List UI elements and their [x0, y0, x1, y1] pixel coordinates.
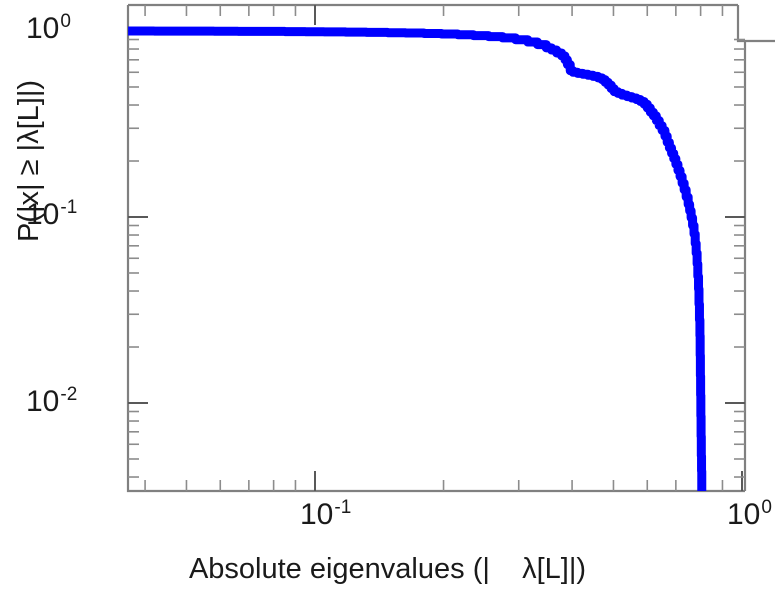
axis-frame — [126, 3, 775, 493]
ytick-label-1e-2: 10-2 — [26, 384, 78, 418]
y-axis-label-container: P(|x| ≥ |λ[L]|) — [13, 0, 55, 371]
data-series-ccdf — [128, 26, 707, 491]
x-axis-label: Absolute eigenvalues (| λ[L]|) — [188, 553, 587, 585]
ytick-label-1e0: 100 — [26, 11, 71, 45]
axis-ticks — [128, 5, 745, 491]
xtick-label-1e-1: 10-1 — [300, 497, 352, 531]
xtick-label-1e0: 100 — [727, 497, 772, 531]
y-axis-label: P(|x| ≥ |λ[L]|) — [13, 79, 45, 243]
ytick-label-1e-1: 10-1 — [26, 197, 78, 231]
